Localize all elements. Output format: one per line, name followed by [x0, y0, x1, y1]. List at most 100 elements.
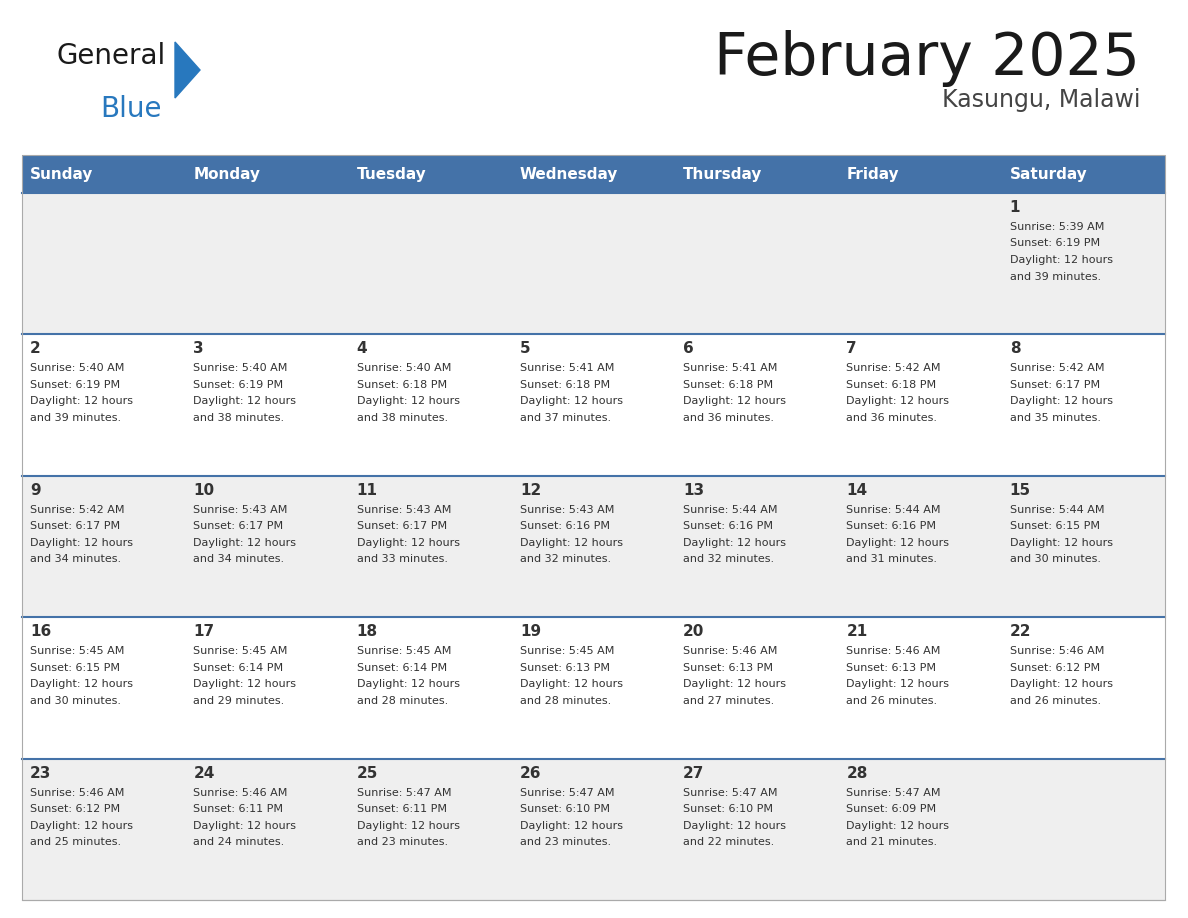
Text: Daylight: 12 hours: Daylight: 12 hours [846, 538, 949, 548]
Text: Sunrise: 5:41 AM: Sunrise: 5:41 AM [683, 364, 777, 374]
Text: 27: 27 [683, 766, 704, 780]
Text: Daylight: 12 hours: Daylight: 12 hours [30, 538, 133, 548]
Text: Sunset: 6:12 PM: Sunset: 6:12 PM [30, 804, 120, 814]
Text: Sunset: 6:13 PM: Sunset: 6:13 PM [683, 663, 773, 673]
Text: 3: 3 [194, 341, 204, 356]
Text: Sunrise: 5:43 AM: Sunrise: 5:43 AM [520, 505, 614, 515]
Bar [23, 617, 1165, 758]
Text: Daylight: 12 hours: Daylight: 12 hours [683, 821, 786, 831]
Text: Daylight: 12 hours: Daylight: 12 hours [30, 397, 133, 407]
Text: Saturday: Saturday [1010, 166, 1087, 182]
Text: Sunrise: 5:45 AM: Sunrise: 5:45 AM [30, 646, 125, 656]
Text: Sunset: 6:14 PM: Sunset: 6:14 PM [194, 663, 284, 673]
Text: Daylight: 12 hours: Daylight: 12 hours [194, 679, 296, 689]
Text: and 29 minutes.: and 29 minutes. [194, 696, 285, 706]
Text: Sunset: 6:17 PM: Sunset: 6:17 PM [356, 521, 447, 532]
Text: and 34 minutes.: and 34 minutes. [30, 554, 121, 565]
Text: Daylight: 12 hours: Daylight: 12 hours [194, 397, 296, 407]
Text: and 24 minutes.: and 24 minutes. [194, 837, 285, 847]
Text: Sunrise: 5:44 AM: Sunrise: 5:44 AM [683, 505, 778, 515]
Text: Sunset: 6:17 PM: Sunset: 6:17 PM [30, 521, 120, 532]
Text: 14: 14 [846, 483, 867, 498]
Text: 18: 18 [356, 624, 378, 639]
Text: Sunset: 6:10 PM: Sunset: 6:10 PM [520, 804, 609, 814]
Text: Sunset: 6:18 PM: Sunset: 6:18 PM [846, 380, 936, 390]
Text: Daylight: 12 hours: Daylight: 12 hours [1010, 538, 1113, 548]
Text: and 25 minutes.: and 25 minutes. [30, 837, 121, 847]
Text: Sunrise: 5:46 AM: Sunrise: 5:46 AM [194, 788, 287, 798]
Text: Daylight: 12 hours: Daylight: 12 hours [1010, 397, 1113, 407]
Text: and 35 minutes.: and 35 minutes. [1010, 413, 1101, 423]
Text: Sunrise: 5:44 AM: Sunrise: 5:44 AM [846, 505, 941, 515]
Text: Sunset: 6:16 PM: Sunset: 6:16 PM [846, 521, 936, 532]
Text: Sunrise: 5:44 AM: Sunrise: 5:44 AM [1010, 505, 1104, 515]
Text: 10: 10 [194, 483, 214, 498]
Text: and 28 minutes.: and 28 minutes. [520, 696, 611, 706]
Text: Daylight: 12 hours: Daylight: 12 hours [356, 397, 460, 407]
Text: Sunset: 6:16 PM: Sunset: 6:16 PM [683, 521, 773, 532]
Text: Sunrise: 5:46 AM: Sunrise: 5:46 AM [30, 788, 125, 798]
Text: Thursday: Thursday [683, 166, 763, 182]
Bar [839, 155, 1001, 193]
Bar [675, 155, 839, 193]
Text: and 37 minutes.: and 37 minutes. [520, 413, 611, 423]
Text: Sunset: 6:18 PM: Sunset: 6:18 PM [356, 380, 447, 390]
Text: Sunrise: 5:42 AM: Sunrise: 5:42 AM [30, 505, 125, 515]
Text: Daylight: 12 hours: Daylight: 12 hours [683, 679, 786, 689]
Text: Sunrise: 5:46 AM: Sunrise: 5:46 AM [846, 646, 941, 656]
Text: 12: 12 [520, 483, 541, 498]
Text: 16: 16 [30, 624, 51, 639]
Text: Daylight: 12 hours: Daylight: 12 hours [356, 679, 460, 689]
Text: Sunrise: 5:42 AM: Sunrise: 5:42 AM [846, 364, 941, 374]
Text: Sunset: 6:13 PM: Sunset: 6:13 PM [520, 663, 609, 673]
Text: Wednesday: Wednesday [520, 166, 618, 182]
Text: and 34 minutes.: and 34 minutes. [194, 554, 284, 565]
Text: Sunrise: 5:40 AM: Sunrise: 5:40 AM [30, 364, 125, 374]
Text: and 22 minutes.: and 22 minutes. [683, 837, 775, 847]
Text: Daylight: 12 hours: Daylight: 12 hours [194, 538, 296, 548]
Text: Sunrise: 5:41 AM: Sunrise: 5:41 AM [520, 364, 614, 374]
Bar [1001, 155, 1165, 193]
Bar [23, 334, 1165, 476]
Text: 25: 25 [356, 766, 378, 780]
Text: Sunset: 6:15 PM: Sunset: 6:15 PM [30, 663, 120, 673]
Text: 5: 5 [520, 341, 531, 356]
Text: and 23 minutes.: and 23 minutes. [520, 837, 611, 847]
Text: 28: 28 [846, 766, 867, 780]
Text: 19: 19 [520, 624, 541, 639]
Text: and 36 minutes.: and 36 minutes. [683, 413, 775, 423]
Text: Sunset: 6:18 PM: Sunset: 6:18 PM [520, 380, 609, 390]
Bar [512, 155, 675, 193]
Text: Daylight: 12 hours: Daylight: 12 hours [520, 679, 623, 689]
Text: Daylight: 12 hours: Daylight: 12 hours [194, 821, 296, 831]
Text: 7: 7 [846, 341, 857, 356]
Text: Daylight: 12 hours: Daylight: 12 hours [520, 397, 623, 407]
Text: and 21 minutes.: and 21 minutes. [846, 837, 937, 847]
Text: 4: 4 [356, 341, 367, 356]
Text: 6: 6 [683, 341, 694, 356]
Text: Sunrise: 5:46 AM: Sunrise: 5:46 AM [1010, 646, 1104, 656]
Text: Sunrise: 5:45 AM: Sunrise: 5:45 AM [194, 646, 287, 656]
Text: and 28 minutes.: and 28 minutes. [356, 696, 448, 706]
Text: 15: 15 [1010, 483, 1031, 498]
Text: and 23 minutes.: and 23 minutes. [356, 837, 448, 847]
Text: Kasungu, Malawi: Kasungu, Malawi [942, 88, 1140, 112]
Bar [185, 155, 348, 193]
Bar [23, 155, 185, 193]
Text: Sunrise: 5:43 AM: Sunrise: 5:43 AM [356, 505, 451, 515]
Text: Sunset: 6:19 PM: Sunset: 6:19 PM [1010, 239, 1100, 249]
Text: 13: 13 [683, 483, 704, 498]
Text: Sunset: 6:10 PM: Sunset: 6:10 PM [683, 804, 773, 814]
Text: Daylight: 12 hours: Daylight: 12 hours [683, 538, 786, 548]
Text: and 27 minutes.: and 27 minutes. [683, 696, 775, 706]
Text: Daylight: 12 hours: Daylight: 12 hours [1010, 255, 1113, 265]
Text: Sunrise: 5:43 AM: Sunrise: 5:43 AM [194, 505, 287, 515]
Text: Sunset: 6:15 PM: Sunset: 6:15 PM [1010, 521, 1100, 532]
Text: Sunset: 6:09 PM: Sunset: 6:09 PM [846, 804, 936, 814]
Text: Daylight: 12 hours: Daylight: 12 hours [1010, 679, 1113, 689]
Text: and 39 minutes.: and 39 minutes. [1010, 272, 1101, 282]
Text: and 30 minutes.: and 30 minutes. [30, 696, 121, 706]
Text: and 33 minutes.: and 33 minutes. [356, 554, 448, 565]
Text: Sunset: 6:11 PM: Sunset: 6:11 PM [194, 804, 283, 814]
Text: Sunrise: 5:39 AM: Sunrise: 5:39 AM [1010, 222, 1104, 232]
